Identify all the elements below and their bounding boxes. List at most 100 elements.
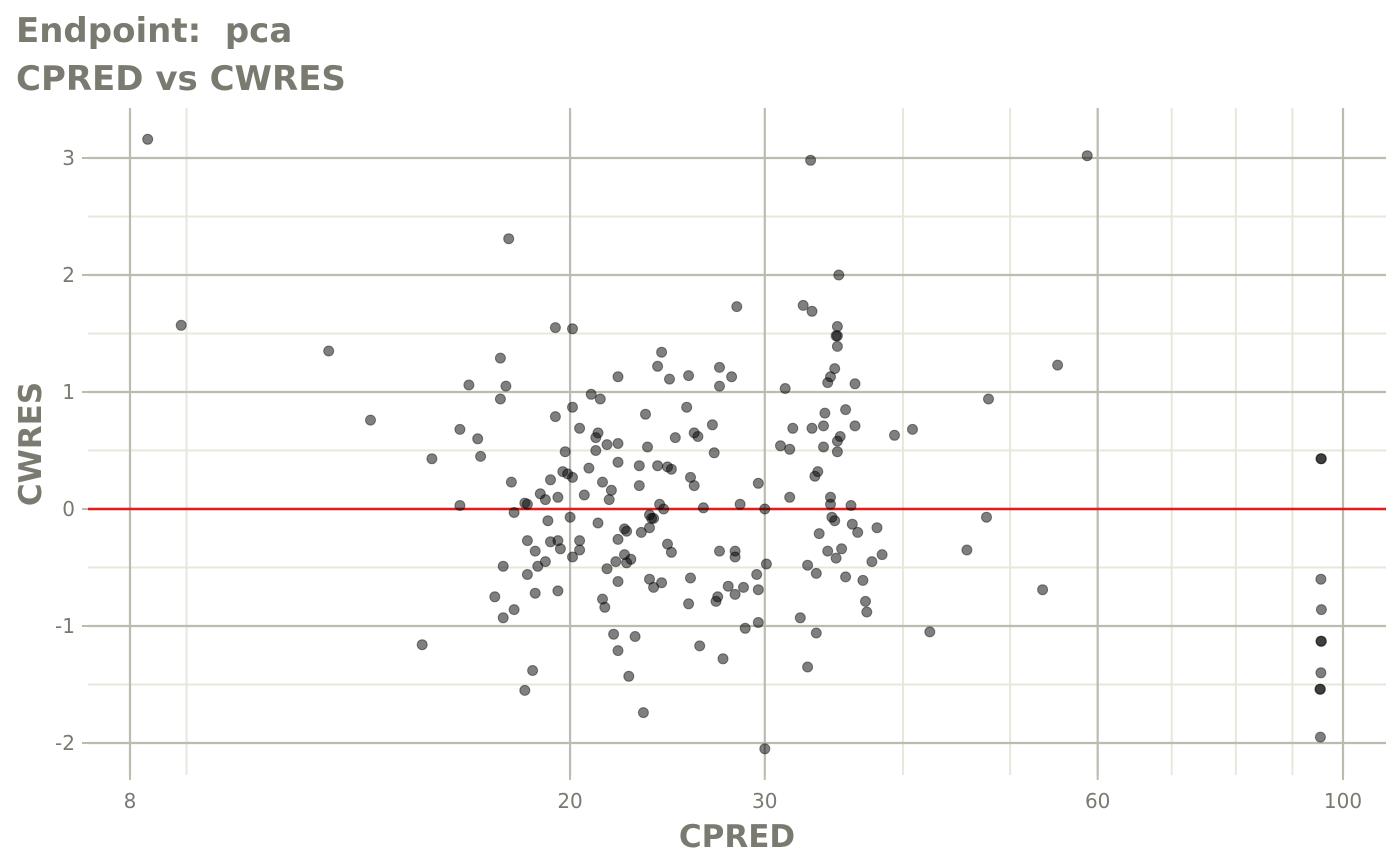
data-point bbox=[734, 498, 746, 510]
data-point bbox=[592, 517, 604, 529]
data-point bbox=[775, 440, 786, 452]
data-point bbox=[1315, 453, 1327, 465]
data-point bbox=[866, 556, 878, 568]
data-point bbox=[836, 543, 848, 555]
data-point bbox=[806, 422, 818, 434]
data-point bbox=[652, 460, 664, 472]
data-point bbox=[849, 378, 861, 390]
data-point bbox=[559, 446, 571, 458]
x-tick-label: 20 bbox=[557, 789, 582, 813]
data-point bbox=[597, 476, 608, 488]
data-point bbox=[846, 518, 858, 530]
data-point bbox=[505, 476, 517, 488]
data-point bbox=[472, 433, 484, 445]
data-point bbox=[508, 507, 520, 518]
data-point bbox=[416, 639, 428, 651]
data-point bbox=[825, 371, 836, 383]
data-point bbox=[656, 577, 668, 589]
data-point bbox=[567, 471, 578, 483]
data-point bbox=[527, 665, 539, 676]
data-point bbox=[612, 576, 624, 587]
data-point bbox=[825, 498, 836, 510]
data-point bbox=[652, 360, 664, 372]
data-point bbox=[612, 645, 624, 657]
data-point bbox=[822, 545, 834, 557]
x-tick-label: 60 bbox=[1085, 789, 1110, 813]
data-point bbox=[712, 591, 724, 603]
data-point bbox=[907, 423, 918, 435]
data-point bbox=[714, 380, 725, 392]
data-point bbox=[818, 420, 829, 432]
data-point bbox=[574, 544, 586, 556]
data-point bbox=[552, 585, 564, 597]
data-point bbox=[683, 598, 695, 610]
data-point bbox=[603, 494, 615, 506]
data-point bbox=[981, 511, 992, 523]
data-point bbox=[494, 352, 506, 364]
data-point bbox=[601, 563, 613, 575]
data-point bbox=[608, 628, 620, 640]
data-point bbox=[665, 546, 677, 558]
minor-gridlines-x bbox=[185, 108, 1294, 775]
data-point bbox=[983, 393, 994, 405]
data-point bbox=[621, 525, 633, 537]
y-axis-title: CWRES bbox=[13, 382, 49, 506]
data-point bbox=[545, 474, 556, 486]
data-point bbox=[142, 133, 154, 145]
data-point bbox=[605, 484, 617, 496]
data-point bbox=[794, 612, 806, 624]
data-point bbox=[802, 661, 814, 673]
data-point bbox=[658, 503, 670, 515]
data-point bbox=[861, 606, 873, 618]
data-point bbox=[633, 480, 645, 492]
data-point bbox=[503, 233, 515, 245]
chart-subtitle: CPRED vs CWRES bbox=[16, 59, 346, 99]
data-point bbox=[751, 569, 763, 580]
data-point bbox=[475, 450, 487, 462]
data-point bbox=[860, 595, 871, 607]
data-point bbox=[802, 559, 814, 571]
chart-title: Endpoint: pca bbox=[16, 11, 293, 51]
data-point bbox=[648, 581, 660, 593]
data-point bbox=[590, 445, 602, 456]
data-point bbox=[592, 427, 604, 439]
data-point bbox=[519, 684, 531, 696]
x-axis-title: CPRED bbox=[679, 819, 795, 855]
data-point bbox=[708, 447, 720, 459]
data-point bbox=[739, 622, 751, 634]
data-point bbox=[752, 477, 764, 489]
data-point bbox=[717, 653, 729, 665]
data-point bbox=[542, 515, 554, 527]
data-point bbox=[644, 573, 655, 585]
data-point bbox=[1314, 683, 1326, 695]
data-point bbox=[760, 558, 772, 570]
data-point bbox=[831, 340, 843, 352]
data-point bbox=[500, 380, 512, 392]
data-point bbox=[612, 371, 624, 383]
data-point bbox=[683, 370, 695, 382]
data-points bbox=[142, 133, 1327, 755]
data-point bbox=[1315, 635, 1327, 647]
data-point bbox=[1081, 150, 1093, 162]
minor-gridlines-y bbox=[88, 215, 1386, 686]
data-point bbox=[610, 556, 622, 568]
data-point bbox=[830, 552, 842, 564]
data-point bbox=[752, 584, 764, 596]
data-point bbox=[810, 627, 822, 639]
data-point bbox=[554, 543, 566, 555]
data-point bbox=[426, 453, 438, 465]
data-point bbox=[876, 549, 888, 561]
data-point bbox=[694, 640, 706, 652]
data-point bbox=[1315, 604, 1327, 616]
data-point bbox=[567, 323, 578, 335]
data-point bbox=[818, 441, 829, 453]
data-point bbox=[578, 489, 590, 501]
data-point bbox=[549, 322, 561, 334]
data-point bbox=[805, 154, 817, 166]
data-point bbox=[585, 388, 597, 400]
data-point bbox=[784, 443, 796, 455]
data-point bbox=[1315, 667, 1327, 679]
data-point bbox=[601, 439, 613, 451]
data-point bbox=[845, 500, 857, 511]
